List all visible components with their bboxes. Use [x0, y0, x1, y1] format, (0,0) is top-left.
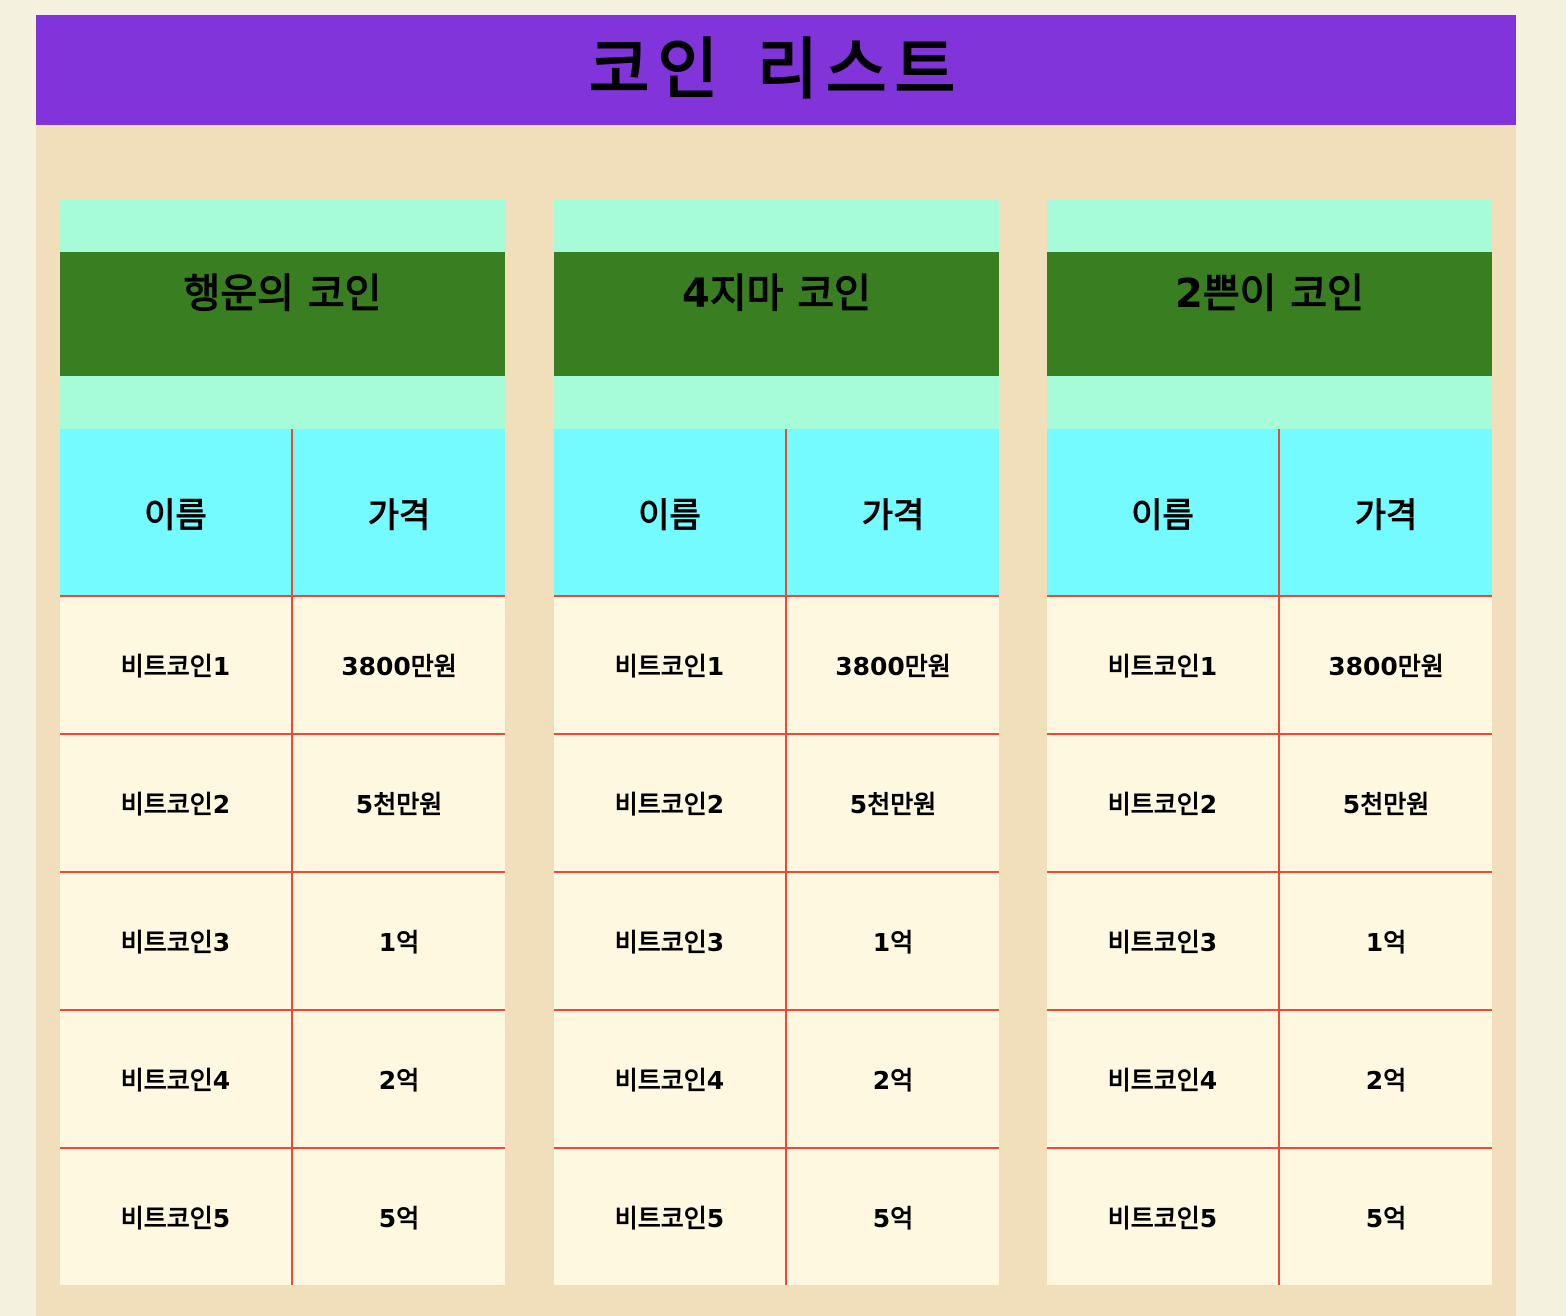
table-row: 비트코인4 2억	[60, 1009, 505, 1148]
coin-name-cell: 비트코인1	[1047, 595, 1280, 734]
card-title: 2쁜이 코인	[1047, 252, 1492, 376]
coin-price-cell: 5억	[1279, 1147, 1492, 1285]
coin-name-cell: 비트코인2	[1047, 733, 1280, 872]
table-row: 비트코인3 1억	[1047, 871, 1492, 1010]
price-column-header: 가격	[292, 429, 505, 596]
coin-price-cell: 5천만원	[1279, 733, 1492, 872]
coin-name-cell: 비트코인3	[60, 871, 293, 1010]
coin-price-cell: 5천만원	[786, 733, 999, 872]
coin-price-cell: 3800만원	[1279, 595, 1492, 734]
coin-name-cell: 비트코인4	[60, 1009, 293, 1148]
table-row: 비트코인1 3800만원	[60, 595, 505, 734]
coin-name-cell: 비트코인3	[1047, 871, 1280, 1010]
table-row: 비트코인2 5천만원	[554, 733, 999, 872]
coin-price-cell: 1억	[786, 871, 999, 1010]
coin-price-table: 이름 가격 비트코인1 3800만원 비트코인2 5천만원 비트코인3 1억	[60, 429, 505, 1285]
table-row: 비트코인2 5천만원	[60, 733, 505, 872]
coin-name-cell: 비트코인3	[554, 871, 787, 1010]
name-column-header: 이름	[554, 429, 787, 596]
table-row: 비트코인3 1억	[60, 871, 505, 1010]
card-title-text: 4지마 코인	[682, 271, 871, 317]
coin-price-cell: 5억	[786, 1147, 999, 1285]
table-header-row: 이름 가격	[1047, 429, 1492, 596]
coin-price-cell: 2억	[292, 1009, 505, 1148]
table-row: 비트코인2 5천만원	[1047, 733, 1492, 872]
coin-price-cell: 5억	[292, 1147, 505, 1285]
table-header-row: 이름 가격	[60, 429, 505, 596]
coin-name-cell: 비트코인5	[1047, 1147, 1280, 1285]
page-title: 코인 리스트	[588, 31, 964, 108]
coin-list-page: 코인 리스트 행운의 코인 이름 가격 비트코인1 3800만원	[36, 15, 1516, 1316]
coin-price-cell: 5천만원	[292, 733, 505, 872]
table-row: 비트코인5 5억	[1047, 1147, 1492, 1285]
coin-card-lucky: 행운의 코인 이름 가격 비트코인1 3800만원 비트코인2	[60, 199, 505, 1285]
card-title-text: 2쁜이 코인	[1175, 271, 1364, 317]
coin-price-cell: 1억	[292, 871, 505, 1010]
card-title-text: 행운의 코인	[183, 271, 382, 317]
coin-price-table: 이름 가격 비트코인1 3800만원 비트코인2 5천만원 비트코인3 1억	[1047, 429, 1492, 1285]
price-column-header: 가격	[1279, 429, 1492, 596]
table-header-row: 이름 가격	[554, 429, 999, 596]
coin-name-cell: 비트코인4	[554, 1009, 787, 1148]
price-column-header: 가격	[786, 429, 999, 596]
name-column-header: 이름	[1047, 429, 1280, 596]
coin-price-cell: 1억	[1279, 871, 1492, 1010]
card-title: 행운의 코인	[60, 252, 505, 376]
table-row: 비트코인1 3800만원	[1047, 595, 1492, 734]
table-row: 비트코인4 2억	[1047, 1009, 1492, 1148]
coin-name-cell: 비트코인4	[1047, 1009, 1280, 1148]
coin-name-cell: 비트코인1	[60, 595, 293, 734]
table-row: 비트코인5 5억	[60, 1147, 505, 1285]
coin-price-cell: 3800만원	[786, 595, 999, 734]
coin-name-cell: 비트코인2	[60, 733, 293, 872]
table-row: 비트코인1 3800만원	[554, 595, 999, 734]
coin-card-pretty: 2쁜이 코인 이름 가격 비트코인1 3800만원 비트코인2	[1047, 199, 1492, 1285]
coin-name-cell: 비트코인1	[554, 595, 787, 734]
page-header: 코인 리스트	[36, 15, 1516, 125]
table-row: 비트코인5 5억	[554, 1147, 999, 1285]
coin-price-cell: 2억	[786, 1009, 999, 1148]
name-column-header: 이름	[60, 429, 293, 596]
table-row: 비트코인4 2억	[554, 1009, 999, 1148]
table-row: 비트코인3 1억	[554, 871, 999, 1010]
coin-price-cell: 3800만원	[292, 595, 505, 734]
coin-name-cell: 비트코인5	[554, 1147, 787, 1285]
coin-name-cell: 비트코인5	[60, 1147, 293, 1285]
coin-name-cell: 비트코인2	[554, 733, 787, 872]
card-title: 4지마 코인	[554, 252, 999, 376]
coin-price-cell: 2억	[1279, 1009, 1492, 1148]
coin-price-table: 이름 가격 비트코인1 3800만원 비트코인2 5천만원 비트코인3 1억	[554, 429, 999, 1285]
coin-card-quadruple: 4지마 코인 이름 가격 비트코인1 3800만원 비트코인2	[554, 199, 999, 1285]
